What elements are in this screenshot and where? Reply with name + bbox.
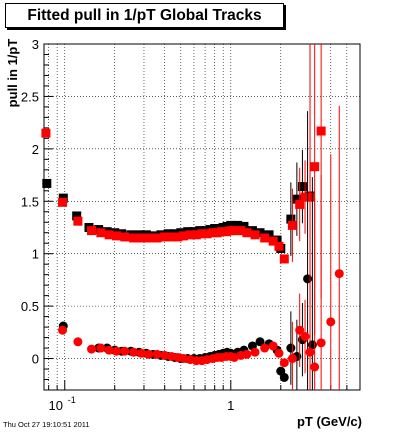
data-point [300, 192, 310, 202]
data-point [58, 325, 68, 335]
data-point [292, 194, 302, 204]
data-point [226, 220, 236, 230]
data-point [73, 337, 83, 347]
tick-layer: 0 0.5 1 1.5 2 2.5 3 10 -1 1 [21, 37, 361, 413]
data-point [279, 358, 289, 368]
data-point [334, 269, 344, 279]
data-point [104, 230, 114, 240]
data-point [260, 233, 270, 243]
data-point [160, 232, 170, 242]
data-point [87, 344, 97, 354]
data-point [129, 347, 139, 357]
data-point [316, 338, 326, 348]
data-point [73, 216, 83, 226]
data-point [144, 349, 154, 359]
y-tick-label: 1.5 [21, 194, 39, 209]
data-point [104, 345, 114, 355]
data-point [295, 325, 305, 335]
data-point [137, 233, 147, 243]
data-point [87, 226, 97, 236]
data-point [260, 343, 270, 353]
data-point [191, 230, 201, 240]
footer-timestamp: Thu Oct 27 19:10:51 2011 [3, 420, 90, 429]
data-point [303, 274, 313, 284]
data-point [120, 232, 130, 242]
data-point [274, 348, 284, 358]
x-tick-exponent: -1 [68, 395, 76, 405]
data-point [185, 230, 195, 240]
series-3 [58, 105, 344, 390]
data-point [112, 346, 122, 356]
data-point [279, 372, 289, 382]
y-tick-label: 3 [32, 37, 39, 52]
data-point [229, 226, 239, 236]
data-point [167, 232, 177, 242]
data-point [242, 228, 252, 238]
data-point [112, 231, 122, 241]
data-point [160, 350, 170, 360]
data-point [152, 349, 162, 359]
data-point [129, 233, 139, 243]
data-point [197, 229, 207, 239]
data-point [287, 220, 297, 230]
data-point [287, 354, 297, 364]
data-point [250, 347, 260, 357]
data-point [179, 354, 189, 364]
data-point [96, 343, 106, 353]
data-point [42, 178, 52, 188]
x-axis-label: pT (GeV/c) [296, 414, 362, 429]
data-point [202, 229, 212, 239]
chart-title: Fitted pull in 1/pT Global Tracks [27, 7, 262, 24]
data-point [250, 230, 260, 240]
y-tick-label: 0.5 [21, 299, 39, 314]
y-tick-label: 2.5 [21, 89, 39, 104]
data-point [58, 197, 68, 207]
data-point [326, 317, 336, 327]
data-point [268, 236, 278, 246]
data-point [274, 241, 284, 251]
series-0 [42, 44, 315, 364]
y-tick-label: 1 [32, 247, 39, 262]
data-point [255, 337, 265, 347]
y-axis-label: pull in 1/pT [5, 38, 20, 108]
data-point [72, 211, 82, 221]
data-point [286, 343, 296, 353]
y-tick-label: 2 [32, 142, 39, 157]
data-point [286, 214, 296, 224]
data-point [217, 227, 227, 237]
x-tick-label-0.1: 10 -1 [49, 395, 76, 413]
series-1 [41, 44, 326, 365]
x-tick-label: 10 [49, 398, 63, 413]
plot-frame [43, 43, 361, 391]
data-point [144, 233, 154, 243]
y-tick-label: 0 [32, 352, 39, 367]
data-point [295, 199, 305, 209]
data-point [233, 220, 243, 230]
data-point [268, 341, 278, 351]
data-point [96, 228, 106, 238]
data-point [316, 126, 326, 136]
data-point [310, 362, 320, 372]
data-point [255, 228, 265, 238]
data-point [310, 162, 320, 172]
data-point [41, 128, 51, 138]
title-box: Fitted pull in 1/pT Global Tracks [5, 3, 284, 28]
data-point [120, 346, 130, 356]
data-point [137, 348, 147, 358]
data-point [297, 182, 307, 192]
data-point [305, 347, 315, 357]
data-point [300, 332, 310, 342]
data-point [152, 233, 162, 243]
data-point [242, 349, 252, 359]
data-point [236, 226, 246, 236]
data-point [173, 232, 183, 242]
data-point [179, 231, 189, 241]
x-tick-label: 1 [227, 398, 234, 413]
data-layer [41, 44, 344, 390]
data-point [279, 254, 289, 264]
